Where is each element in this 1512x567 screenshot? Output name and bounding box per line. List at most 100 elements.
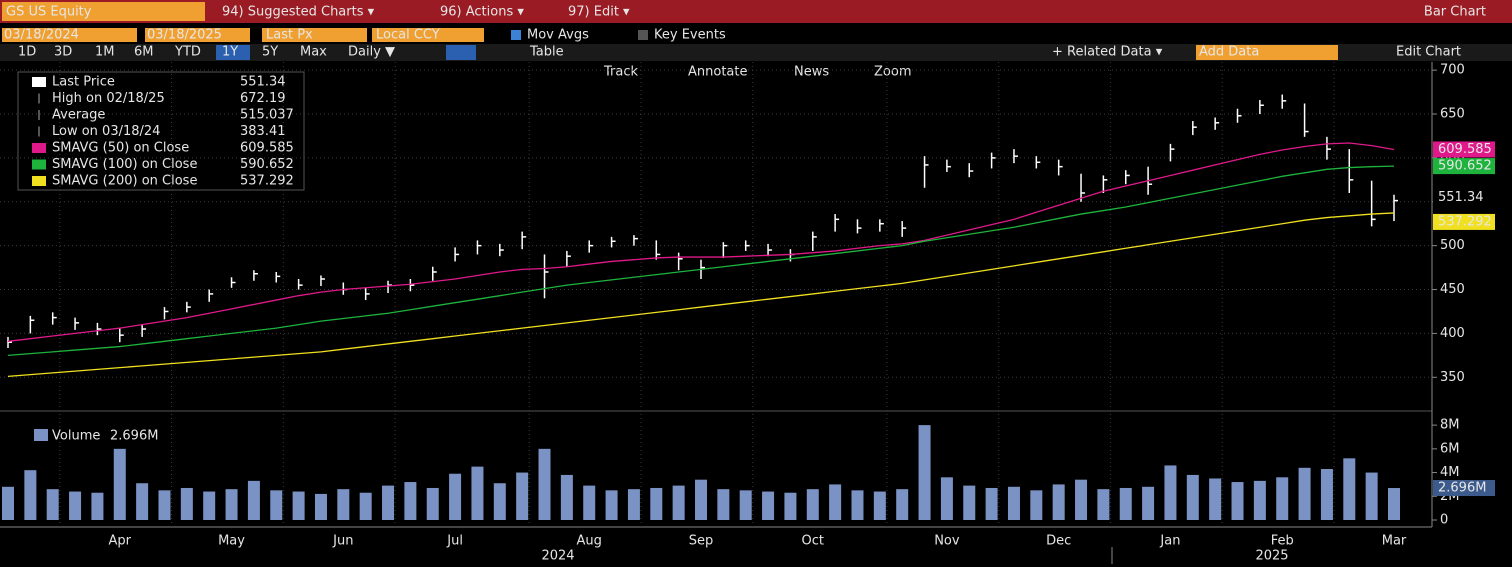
checkbox[interactable]	[638, 30, 648, 40]
chart-tool[interactable]: Annotate	[688, 65, 747, 80]
volume-bar	[1007, 486, 1020, 520]
security-box[interactable]	[2, 2, 205, 21]
period[interactable]: Max	[300, 45, 327, 60]
volume-bar	[650, 487, 663, 520]
chart-tool[interactable]: Zoom	[874, 65, 911, 80]
ccy-box[interactable]	[372, 28, 484, 42]
period[interactable]: 1M	[95, 45, 115, 60]
menu[interactable]: 96) Actions ▾	[440, 5, 524, 20]
frequency[interactable]: Daily ▼	[348, 45, 395, 60]
volume-bar	[627, 489, 640, 520]
y-tick-label: 650	[1440, 107, 1465, 122]
value-box	[1433, 141, 1495, 158]
legend-label: SMAVG (50) on Close	[52, 141, 189, 156]
x-tick-label: Dec	[1046, 534, 1071, 549]
table[interactable]: Table	[529, 45, 564, 60]
security[interactable]: GS US Equity	[6, 5, 92, 20]
add-data-box[interactable]	[1196, 45, 1338, 60]
volume-bar	[1030, 490, 1043, 520]
x-tick-label: Mar	[1382, 534, 1407, 549]
legend-label: SMAVG (100) on Close	[52, 157, 197, 172]
volume-bar	[225, 489, 238, 520]
value-box	[1433, 480, 1495, 497]
volume-bar	[270, 490, 283, 520]
field-box[interactable]	[262, 28, 367, 42]
related-data[interactable]: + Related Data ▾	[1052, 45, 1163, 60]
volume-bar	[1365, 472, 1378, 520]
volume-bar	[583, 485, 596, 520]
y-tick-label: 8M	[1440, 418, 1460, 433]
volume-bar	[1075, 479, 1088, 520]
volume-bar	[963, 485, 976, 520]
volume-bar	[918, 425, 931, 520]
value-box	[1433, 158, 1495, 175]
period[interactable]: 3D	[54, 45, 72, 60]
legend-value: 590.652	[240, 157, 294, 172]
moving-average	[7, 165, 1395, 356]
x-tick-label: Nov	[934, 534, 960, 549]
value-box-label: 551.34	[1438, 190, 1484, 205]
period[interactable]: YTD	[174, 45, 201, 60]
year-label: 2025	[1255, 549, 1288, 564]
end-date[interactable]: 03/18/2025	[147, 28, 222, 43]
chart-tool[interactable]: News	[794, 65, 829, 80]
volume-bar	[896, 489, 909, 520]
volume-bar	[762, 491, 775, 520]
volume-bar	[493, 483, 506, 520]
volume-bar	[672, 485, 685, 520]
start-date[interactable]: 03/18/2024	[4, 28, 79, 43]
edit-chart[interactable]: Edit Chart	[1396, 45, 1461, 60]
value-box	[1433, 213, 1495, 230]
x-tick-label: Jan	[1159, 534, 1180, 549]
volume-bar	[806, 489, 819, 520]
legend-label: SMAVG (200) on Close	[52, 174, 197, 189]
volume-bar	[337, 489, 350, 520]
value-box-label: 590.652	[1438, 159, 1492, 174]
value-box-label: 609.585	[1438, 142, 1492, 157]
legend-label: Low on 03/18/24	[52, 124, 160, 139]
volume-bar	[91, 492, 104, 520]
option[interactable]: Mov Avgs	[527, 28, 589, 43]
volume-bar	[851, 490, 864, 520]
menu[interactable]: 97) Edit ▾	[568, 5, 630, 20]
chart-tool[interactable]: Track	[603, 65, 638, 80]
date-box[interactable]	[2, 28, 137, 42]
y-tick-label: 0	[1440, 513, 1448, 528]
legend-label: Average	[52, 108, 105, 123]
volume-bar	[247, 480, 260, 520]
volume-bar	[359, 492, 372, 520]
volume-bar	[1320, 469, 1333, 520]
period[interactable]: 6M	[134, 45, 154, 60]
x-tick-label: Jul	[446, 534, 463, 549]
volume-bar	[873, 491, 886, 520]
volume-bar	[203, 491, 216, 520]
x-tick-label: Aug	[577, 534, 602, 549]
volume-bar	[24, 470, 37, 520]
legend-value: 2.696M	[110, 429, 158, 444]
period[interactable]: 1D	[18, 45, 36, 60]
period[interactable]: 1Y	[222, 45, 238, 60]
legend-value: 609.585	[240, 141, 294, 156]
volume-bar	[1142, 486, 1155, 520]
volume-bar	[695, 479, 707, 520]
volume-bar	[784, 492, 797, 520]
legend-box	[17, 71, 305, 191]
volume-bar	[560, 474, 573, 520]
legend-value: 515.037	[240, 108, 294, 123]
menu[interactable]: 94) Suggested Charts ▾	[222, 5, 375, 20]
tool-selected[interactable]	[446, 45, 476, 60]
volume-bar	[46, 489, 59, 520]
x-tick-label: Sep	[689, 534, 714, 549]
row-3	[0, 44, 1512, 61]
volume-bar	[1052, 484, 1065, 520]
x-tick-label: Apr	[109, 534, 132, 549]
currency[interactable]: Local CCY	[376, 28, 440, 43]
checkbox[interactable]	[511, 30, 521, 40]
volume-bar	[1231, 482, 1244, 520]
field[interactable]: Last Px	[266, 28, 313, 43]
date-box[interactable]	[145, 28, 250, 42]
period[interactable]: 5Y	[262, 45, 278, 60]
volume-bar	[940, 477, 953, 520]
add-data[interactable]: Add Data	[1199, 45, 1259, 60]
option[interactable]: Key Events	[654, 28, 726, 43]
